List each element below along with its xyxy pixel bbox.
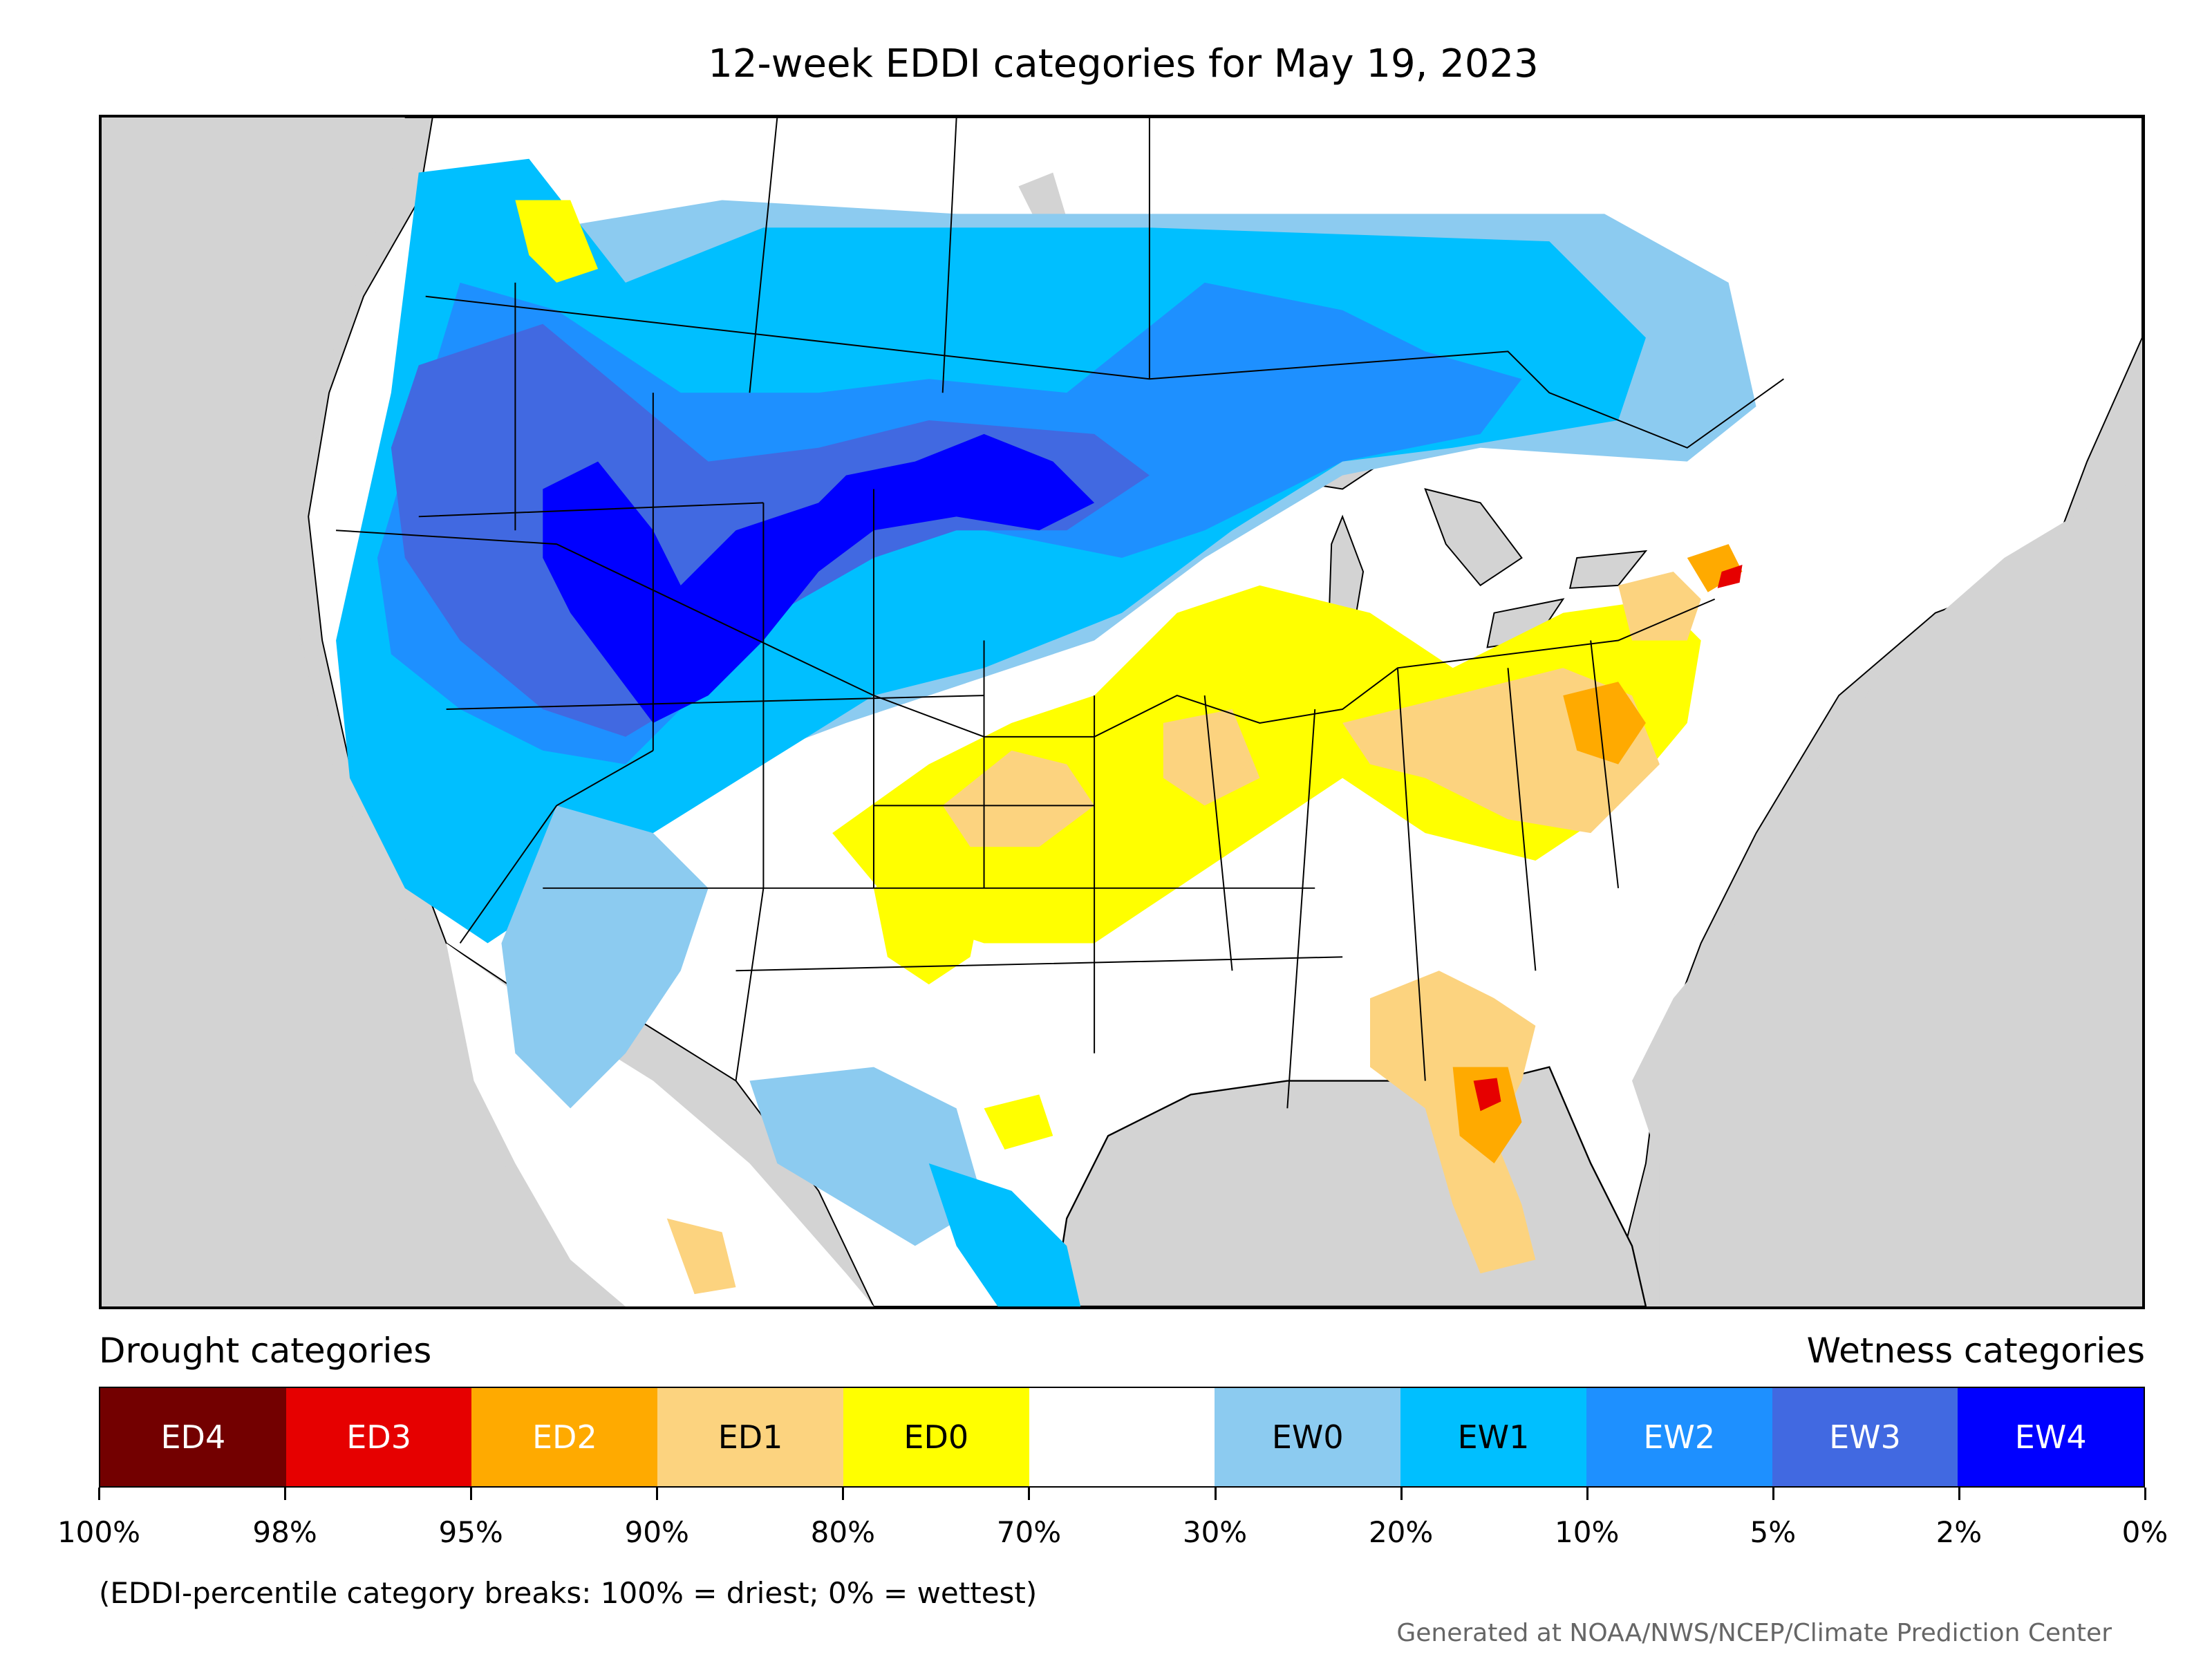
tick-label: 90% — [624, 1515, 689, 1549]
tick-label: 10% — [1555, 1515, 1620, 1549]
tick-label: 2% — [1936, 1515, 1983, 1549]
tick-label: 70% — [996, 1515, 1062, 1549]
credit-line: Generated at NOAA/NWS/NCEP/Climate Predi… — [1396, 1619, 2112, 1647]
colorbar-cell-ed2: ED2 — [471, 1388, 658, 1486]
tick-mark — [842, 1488, 845, 1500]
region-ew4-rockies — [543, 433, 1095, 723]
tick-label: 100% — [57, 1515, 141, 1549]
percentile-ticks: 100% 98% 95% 90% 80% 70% 30% 20% 10% 5% 2% 0% — [57, 1488, 2168, 1557]
map-frame — [99, 115, 2145, 1309]
tick-label: 30% — [1182, 1515, 1248, 1549]
political-borders — [336, 118, 1784, 1109]
colorbar-cell-ew0: EW0 — [1215, 1388, 1401, 1486]
region-ed1-southeast — [1370, 971, 1536, 1274]
region-ed0-central — [832, 585, 1701, 944]
tick-mark — [284, 1488, 287, 1500]
tick-mark — [1958, 1488, 1960, 1500]
pacific-ocean — [102, 118, 571, 1306]
tick-label: 98% — [252, 1515, 317, 1549]
tick-label: 5% — [1750, 1515, 1797, 1549]
category-colorbar: ED4 ED3 ED2 ED1 ED0 EW0 EW1 EW2 EW3 EW4 — [99, 1387, 2145, 1488]
region-ed0-pacnw — [515, 200, 599, 283]
region-ed3-florida — [1473, 1078, 1501, 1112]
tick-mark — [1772, 1488, 1774, 1500]
tick-mark — [1586, 1488, 1588, 1500]
atlantic-ocean — [1632, 475, 2142, 1306]
region-ed1-central — [942, 571, 1701, 847]
tick-mark — [1028, 1488, 1031, 1500]
colorbar-cell-ed0: ED0 — [843, 1388, 1029, 1486]
region-ed1-mexico — [666, 1218, 736, 1295]
region-ed2-florida — [1452, 1067, 1522, 1163]
colorbar-cell-ed1: ED1 — [657, 1388, 843, 1486]
region-ed2-virginia — [1563, 544, 1743, 765]
wetness-categories-heading: Wetness categories — [1806, 1331, 2145, 1371]
colorbar-cell-normal — [1029, 1388, 1215, 1486]
tick-mark — [1214, 1488, 1217, 1500]
tick-mark — [656, 1488, 659, 1500]
colorbar-cell-ed4: ED4 — [100, 1388, 286, 1486]
colorbar-cell-ew1: EW1 — [1400, 1388, 1586, 1486]
tick-label: 20% — [1368, 1515, 1434, 1549]
region-ed3-longisland — [1717, 564, 1743, 588]
region-ew0-southwest — [501, 805, 984, 1246]
drought-categories-heading: Drought categories — [99, 1331, 432, 1371]
tick-mark — [2144, 1488, 2146, 1500]
colorbar-cell-ew4: EW4 — [1958, 1388, 2144, 1486]
eddi-map — [102, 118, 2142, 1306]
tick-label: 0% — [2121, 1515, 2168, 1549]
colorbar-cell-ed3: ED3 — [285, 1388, 472, 1486]
colorbar-cell-ew3: EW3 — [1772, 1388, 1958, 1486]
map-title: 12-week EDDI categories for May 19, 2023 — [708, 41, 1539, 86]
category-breaks-note: (EDDI-percentile category breaks: 100% =… — [99, 1576, 1038, 1610]
tick-label: 95% — [438, 1515, 503, 1549]
region-ed0-newmexico — [873, 861, 1053, 1150]
tick-mark — [470, 1488, 473, 1500]
tick-mark — [98, 1488, 100, 1500]
colorbar-cell-ew2: EW2 — [1586, 1388, 1772, 1486]
tick-mark — [1400, 1488, 1403, 1500]
tick-label: 80% — [810, 1515, 876, 1549]
region-ew1-texas-coast — [928, 1163, 1081, 1306]
